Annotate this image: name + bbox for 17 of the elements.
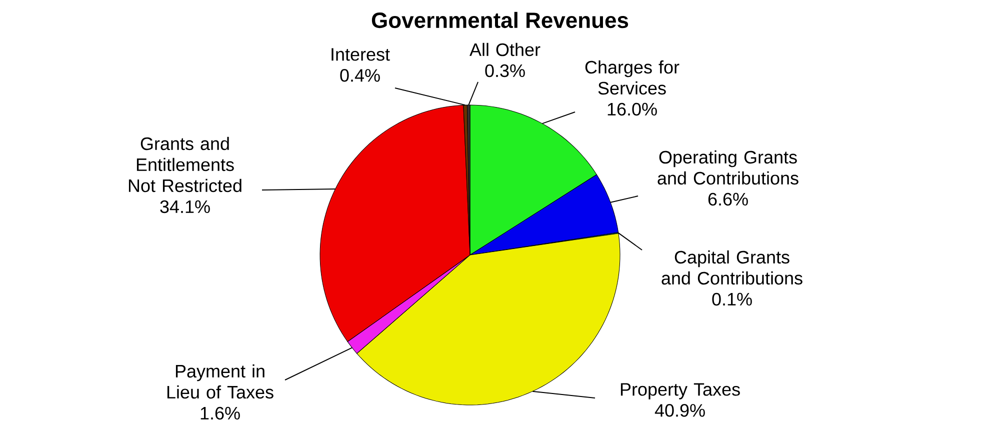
slice-label: Operating Grants and Contributions bbox=[658, 150, 798, 185]
data-label: 1.6% bbox=[200, 406, 240, 420]
legend-label: Property Taxes bbox=[620, 383, 740, 400]
data-label: 0.3% bbox=[485, 64, 525, 78]
chart-title: Governmental Revenues bbox=[372, 12, 628, 28]
slice-label: Charges for Services bbox=[585, 60, 680, 95]
data-label: 6.6% bbox=[708, 192, 748, 206]
data-label: 0.1% bbox=[712, 292, 752, 306]
slice-label: Capital Grants and Contributions bbox=[662, 250, 802, 285]
slice-label: Grants and Entitlements Not Restricted bbox=[128, 136, 242, 192]
slice-label: Payment in Lieu of Taxes bbox=[167, 364, 274, 399]
data-label: 40.9% bbox=[654, 404, 705, 417]
slice-label: All Other bbox=[470, 42, 540, 56]
data-label: 0.4% bbox=[340, 69, 380, 82]
data-label: 34.1% bbox=[160, 200, 210, 214]
data-label: 16.0% bbox=[608, 102, 657, 116]
slice-label: Interest bbox=[332, 48, 390, 61]
